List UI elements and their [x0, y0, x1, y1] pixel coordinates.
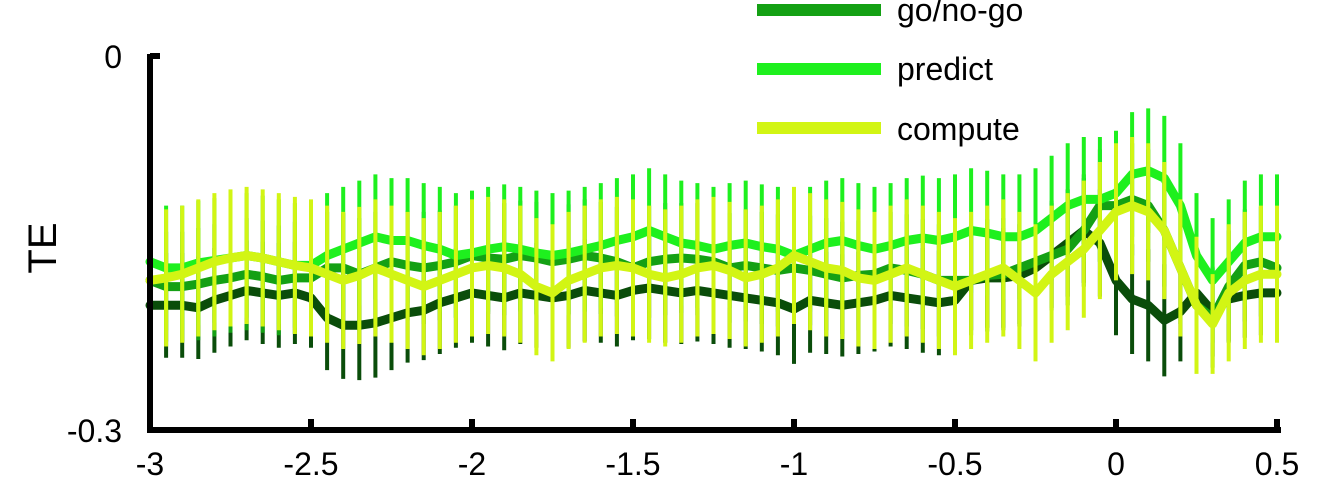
- y-axis-ticks: 0 -0.3: [67, 39, 160, 449]
- legend-item-predict: predict: [757, 51, 993, 87]
- x-tick-label: -3: [136, 446, 164, 482]
- y-tick-label: -0.3: [67, 413, 122, 449]
- legend-label-go-nogo: go/no-go: [897, 0, 1023, 28]
- legend-item-go-nogo: go/no-go: [757, 0, 1023, 28]
- x-tick-label: -2: [458, 446, 486, 482]
- legend-label-compute: compute: [897, 111, 1020, 147]
- x-tick-label: -2.5: [283, 446, 338, 482]
- legend: go/no-go predict compute: [757, 0, 1023, 147]
- legend-item-compute: compute: [757, 111, 1020, 147]
- x-tick-label: -1: [780, 446, 808, 482]
- x-tick-label: 0.5: [1255, 446, 1299, 482]
- x-tick-label: -1.5: [605, 446, 660, 482]
- plot-area: [145, 108, 1282, 381]
- y-axis-label: TE: [21, 222, 65, 273]
- x-tick-label: -0.5: [927, 446, 982, 482]
- x-tick-label: 0: [1107, 446, 1125, 482]
- x-axis-ticks: -3 -2.5 -2 -1.5 -1 -0.5 0 0.5: [136, 419, 1299, 482]
- series-compute: [145, 137, 1282, 374]
- legend-label-predict: predict: [897, 51, 993, 87]
- y-tick-label: 0: [104, 39, 122, 75]
- series-line-compute: [145, 201, 1282, 329]
